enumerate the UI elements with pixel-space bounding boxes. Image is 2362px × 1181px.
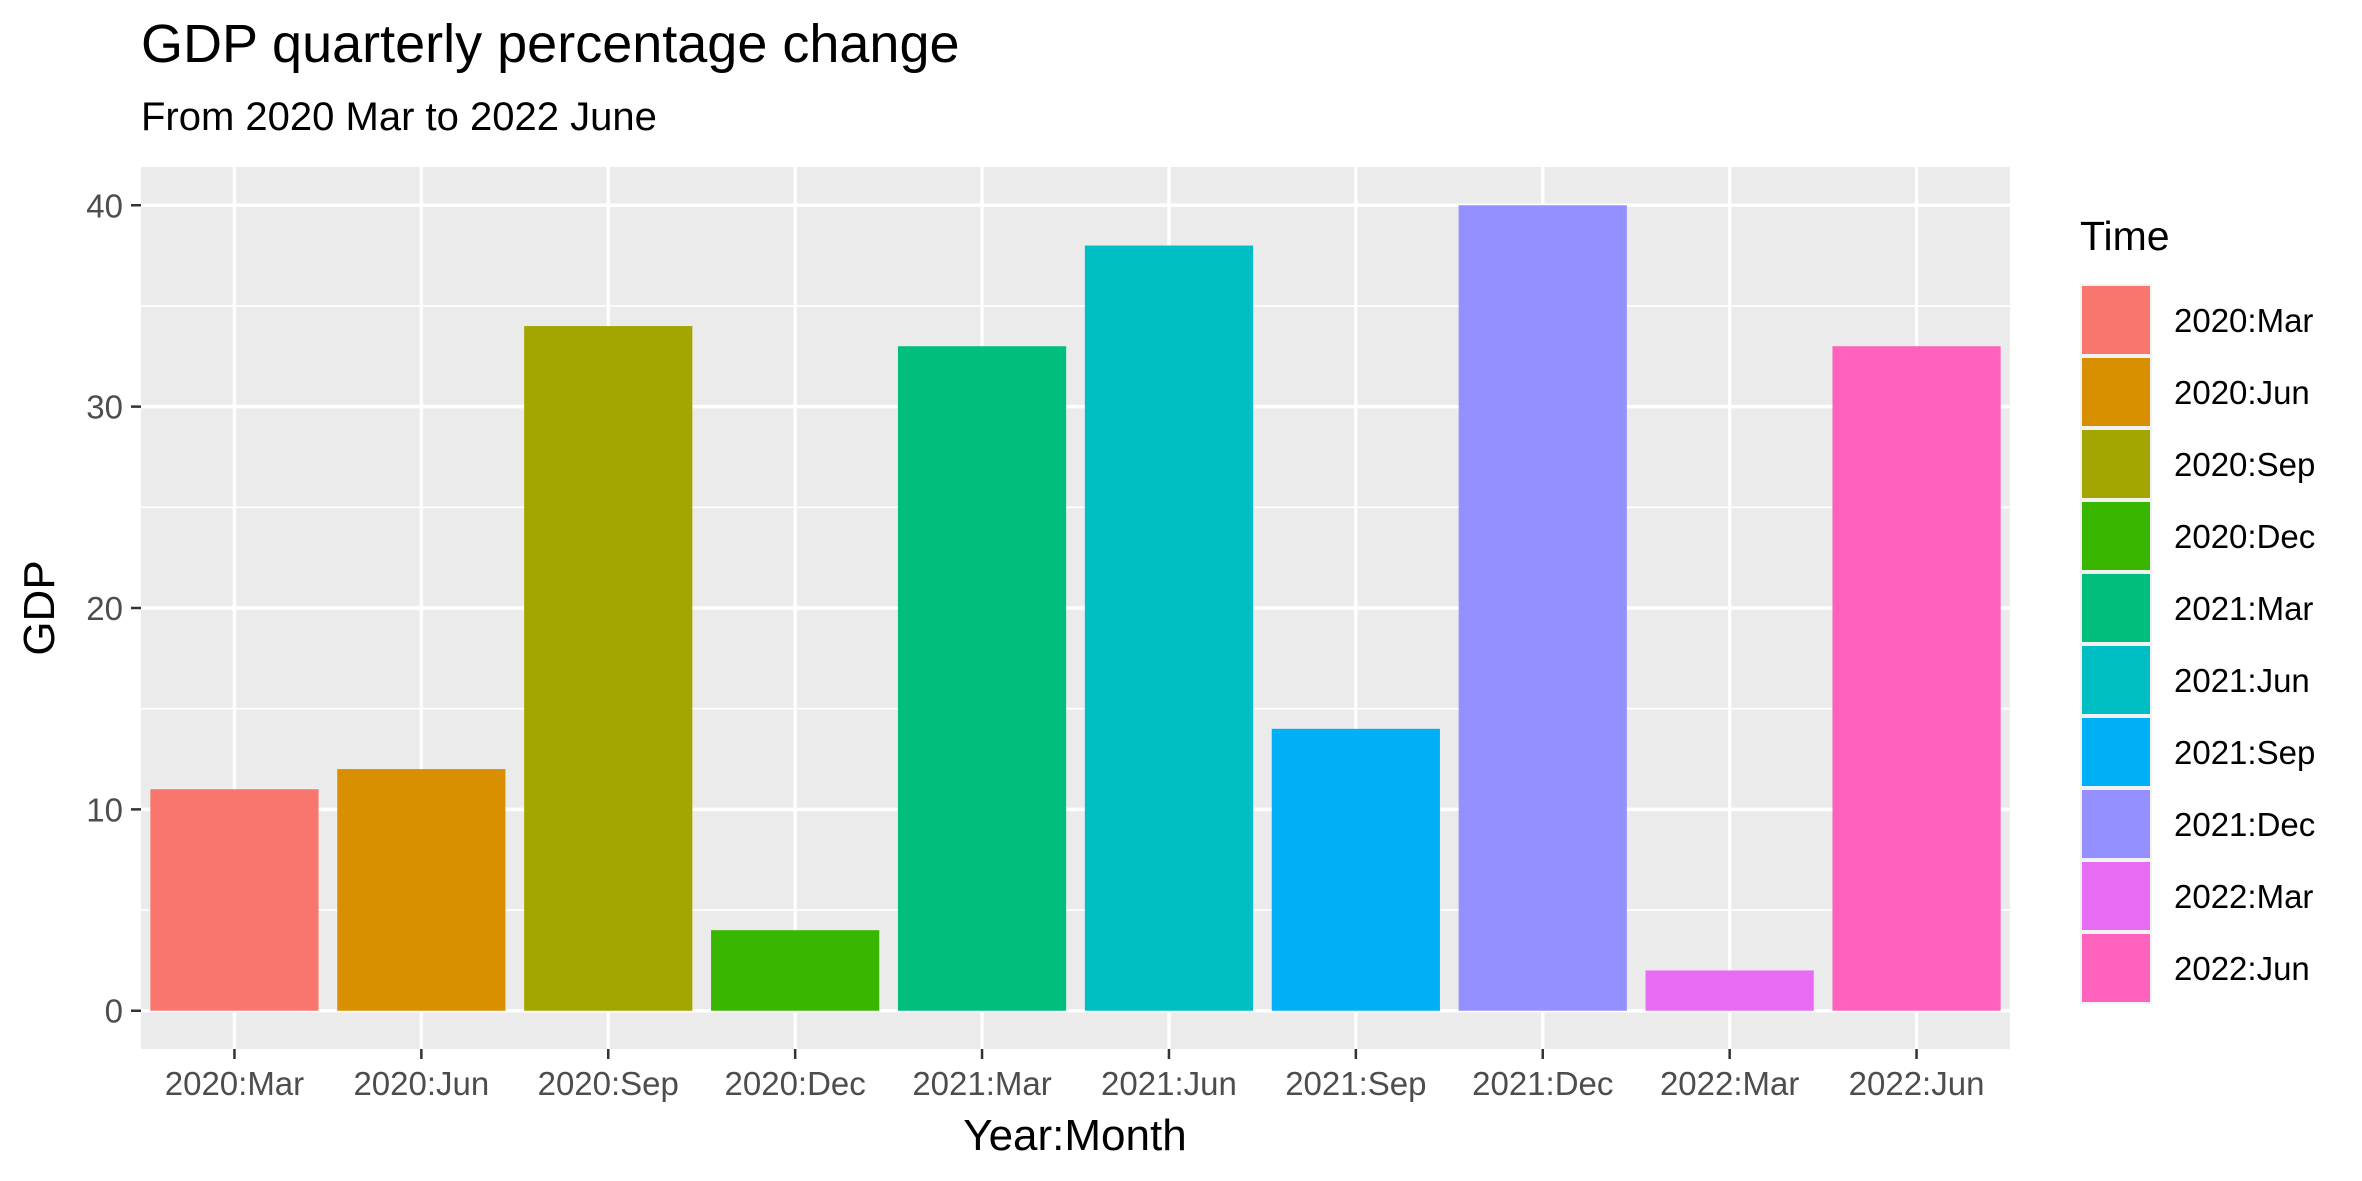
y-axis: 0 10 20 30 40 — [86, 187, 141, 1030]
chart-subtitle: From 2020 Mar to 2022 June — [141, 95, 657, 139]
legend-label: 2020:Jun — [2174, 374, 2310, 411]
x-tick-label: 2022:Jun — [1849, 1065, 1985, 1102]
bar-2022-jun — [1832, 346, 2001, 1011]
x-tick-label: 2021:Sep — [1285, 1065, 1426, 1102]
legend-label: 2022:Jun — [2174, 950, 2310, 987]
chart-title: GDP quarterly percentage change — [141, 14, 960, 74]
x-axis: 2020:Mar 2020:Jun 2020:Sep 2020:Dec 2021:Mar… — [165, 1049, 1985, 1102]
x-tick-label: 2021:Mar — [912, 1065, 1051, 1102]
bar-2021-jun — [1084, 245, 1254, 1011]
x-axis-title: Year:Month — [963, 1111, 1186, 1160]
legend-items: 2020:Mar 2020:Jun 2020:Sep 2020:Dec 2021:Mar… — [2080, 284, 2315, 1004]
y-tick-label: 0 — [105, 993, 123, 1030]
legend-swatch — [2082, 934, 2150, 1002]
x-tick-label: 2020:Mar — [165, 1065, 304, 1102]
legend-swatch — [2082, 862, 2150, 930]
x-tick-label: 2020:Dec — [725, 1065, 866, 1102]
legend-swatch — [2082, 574, 2150, 642]
y-tick-label: 20 — [86, 590, 123, 627]
legend-label: 2021:Jun — [2174, 662, 2310, 699]
bar-2020-jun — [337, 769, 506, 1011]
legend-label: 2021:Mar — [2174, 590, 2313, 627]
legend-swatch — [2082, 430, 2150, 498]
legend-label: 2020:Sep — [2174, 446, 2315, 483]
legend-title: Time — [2080, 213, 2170, 259]
legend-label: 2021:Dec — [2174, 806, 2315, 843]
legend-swatch — [2082, 718, 2150, 786]
legend-swatch — [2082, 502, 2150, 570]
x-tick-label: 2021:Jun — [1101, 1065, 1237, 1102]
legend-label: 2022:Mar — [2174, 878, 2313, 915]
x-tick-label: 2021:Dec — [1472, 1065, 1613, 1102]
y-tick-label: 40 — [86, 187, 123, 224]
x-tick-label: 2020:Sep — [538, 1065, 679, 1102]
bar-2020-mar — [150, 789, 319, 1011]
legend-swatch — [2082, 790, 2150, 858]
bar-2021-mar — [897, 346, 1067, 1011]
y-tick-label: 10 — [86, 791, 123, 828]
y-tick-label: 30 — [86, 389, 123, 426]
legend: Time 2020:Mar2020:Jun2020:Sep2020:Dec202… — [2080, 213, 2315, 1004]
bar-2022-mar — [1645, 970, 1814, 1011]
y-axis-title: GDP — [15, 560, 64, 655]
legend-swatch — [2082, 646, 2150, 714]
x-tick-label: 2022:Mar — [1660, 1065, 1799, 1102]
bar-2020-dec — [711, 930, 880, 1011]
x-tick-label: 2020:Jun — [353, 1065, 489, 1102]
bar-2021-dec — [1458, 205, 1627, 1011]
bar-2020-sep — [524, 326, 693, 1011]
bar-2021-sep — [1271, 728, 1440, 1011]
legend-label: 2021:Sep — [2174, 734, 2315, 771]
legend-swatch — [2082, 286, 2150, 354]
legend-label: 2020:Dec — [2174, 518, 2315, 555]
legend-swatch — [2082, 358, 2150, 426]
legend-label: 2020:Mar — [2174, 302, 2313, 339]
bars — [150, 205, 2001, 1011]
